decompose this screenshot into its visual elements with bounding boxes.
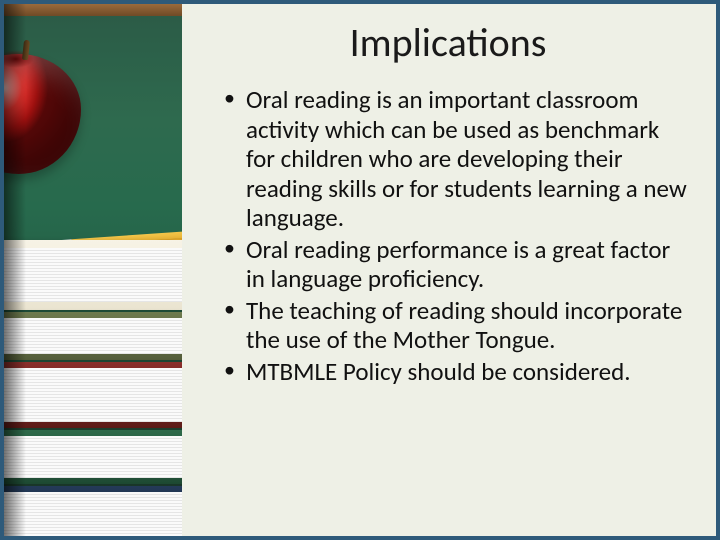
book-stack xyxy=(4,236,182,536)
slide-title: Implications xyxy=(208,12,688,85)
left-photo-panel xyxy=(4,4,182,536)
book-5 xyxy=(4,486,182,536)
left-vignette xyxy=(4,4,26,536)
book-3 xyxy=(4,362,182,428)
bullet-item: MTBMLE Policy should be considered. xyxy=(224,357,688,387)
bullet-item: Oral reading performance is a great fact… xyxy=(224,235,688,294)
book-2 xyxy=(4,312,182,360)
slide: Implications Oral reading is an importan… xyxy=(0,0,720,540)
bullet-item: Oral reading is an important classroom a… xyxy=(224,85,688,233)
bullet-item: The teaching of reading should incorpora… xyxy=(224,296,688,355)
book-4 xyxy=(4,430,182,484)
book-1 xyxy=(4,240,182,310)
bullet-list: Oral reading is an important classroom a… xyxy=(208,85,688,386)
content-area: Implications Oral reading is an importan… xyxy=(182,4,716,536)
